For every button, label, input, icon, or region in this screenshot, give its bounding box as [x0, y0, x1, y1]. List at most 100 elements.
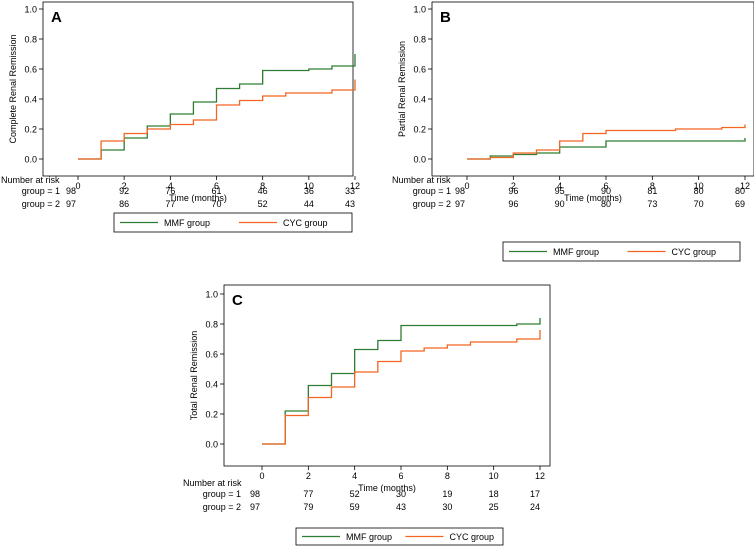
- x-axis-label: Time (months): [169, 193, 227, 203]
- risk-count: 90: [601, 186, 611, 196]
- x-tick-label: 4: [352, 471, 357, 481]
- risk-table-title: Number at risk: [1, 175, 60, 185]
- survival-curve-mmf: [78, 54, 356, 160]
- risk-count: 59: [350, 502, 360, 512]
- risk-count: 90: [555, 199, 565, 209]
- risk-count: 96: [508, 186, 518, 196]
- risk-count: 36: [304, 186, 314, 196]
- x-tick-label: 12: [535, 471, 545, 481]
- x-tick-label: 0: [259, 471, 264, 481]
- y-tick-label: 1.0: [205, 290, 218, 300]
- risk-row-label: group = 1: [203, 489, 241, 499]
- risk-count: 46: [258, 186, 268, 196]
- risk-count: 17: [530, 489, 540, 499]
- legend-box: [295, 527, 504, 546]
- x-axis-label: Time (months): [358, 483, 416, 493]
- y-tick-label: 1.0: [413, 5, 426, 15]
- legend-label: CYC group: [283, 218, 328, 228]
- x-tick-label: 6: [214, 181, 219, 191]
- y-axis-label: Complete Renal Remission: [8, 34, 18, 143]
- y-tick-label: 0.4: [205, 380, 218, 390]
- x-tick-label: 4: [557, 181, 562, 191]
- legend-box: [502, 241, 741, 262]
- survival-curve-mmf: [467, 138, 746, 160]
- x-tick-label: 2: [122, 181, 127, 191]
- y-tick-label: 0.8: [24, 35, 37, 45]
- risk-count: 98: [455, 186, 465, 196]
- risk-count: 79: [303, 502, 313, 512]
- risk-count: 25: [489, 502, 499, 512]
- risk-count: 77: [165, 199, 175, 209]
- risk-count: 43: [396, 502, 406, 512]
- x-tick-label: 0: [464, 181, 469, 191]
- legend-label: MMF group: [164, 218, 210, 228]
- risk-count: 97: [250, 502, 260, 512]
- x-tick-label: 2: [511, 181, 516, 191]
- x-tick-label: 6: [398, 471, 403, 481]
- risk-row-label: group = 2: [413, 199, 451, 209]
- risk-count: 69: [735, 199, 745, 209]
- chart-panel-b: B 0.0 0.2 0.4 0.6 0.8 1.0 0 2 4 6 8 10 12 Time (months…: [392, 1, 754, 262]
- risk-row-label: group = 1: [413, 186, 451, 196]
- legend-label: CYC group: [672, 247, 717, 257]
- risk-count: 70: [211, 199, 221, 209]
- x-tick-label: 8: [260, 181, 265, 191]
- y-tick-label: 0.0: [24, 155, 37, 165]
- y-tick-label: 0.8: [413, 35, 426, 45]
- survival-curve-mmf: [262, 318, 541, 445]
- risk-count: 70: [694, 199, 704, 209]
- risk-count: 30: [442, 502, 452, 512]
- risk-count: 52: [258, 199, 268, 209]
- risk-count: 98: [250, 489, 260, 499]
- y-tick-label: 1.0: [24, 5, 37, 15]
- y-tick-label: 0.6: [413, 65, 426, 75]
- survival-curve-cyc: [262, 330, 541, 445]
- plot-frame: [223, 284, 551, 467]
- y-tick-label: 0.4: [413, 95, 426, 105]
- risk-table-title: Number at risk: [392, 175, 451, 185]
- y-tick-label: 0.0: [413, 155, 426, 165]
- legend-label: MMF group: [346, 532, 392, 542]
- y-tick-label: 0.4: [24, 95, 37, 105]
- risk-count: 76: [165, 186, 175, 196]
- y-tick-label: 0.6: [24, 65, 37, 75]
- y-axis-label: Partial Renal Remission: [397, 41, 407, 137]
- risk-count: 30: [396, 489, 406, 499]
- legend-box: [113, 212, 353, 233]
- panel-letter: C: [232, 292, 243, 309]
- risk-count: 95: [555, 186, 565, 196]
- risk-count: 24: [530, 502, 540, 512]
- x-tick-label: 10: [694, 181, 704, 191]
- panel-letter: B: [440, 9, 451, 26]
- plot-frame: [42, 1, 354, 177]
- risk-row-label: group = 1: [22, 186, 60, 196]
- risk-count: 80: [735, 186, 745, 196]
- legend-label: MMF group: [553, 247, 599, 257]
- panel-letter: A: [51, 9, 62, 26]
- plot-frame: [431, 1, 754, 177]
- risk-count: 81: [647, 186, 657, 196]
- survival-curve-cyc: [467, 124, 746, 160]
- x-tick-label: 0: [75, 181, 80, 191]
- risk-row-label: group = 2: [203, 502, 241, 512]
- y-tick-label: 0.6: [205, 350, 218, 360]
- risk-count: 77: [303, 489, 313, 499]
- y-tick-label: 0.2: [24, 125, 37, 135]
- risk-count: 18: [489, 489, 499, 499]
- y-tick-label: 0.0: [205, 440, 218, 450]
- x-tick-label: 10: [489, 471, 499, 481]
- risk-row-label: group = 2: [22, 199, 60, 209]
- risk-table-title: Number at risk: [183, 478, 242, 488]
- legend: MMF group CYC group: [113, 212, 353, 233]
- risk-count: 80: [694, 186, 704, 196]
- legend: MMF group CYC group: [502, 241, 741, 262]
- risk-count: 86: [119, 199, 129, 209]
- risk-count: 61: [211, 186, 221, 196]
- y-tick-label: 0.2: [413, 125, 426, 135]
- survival-curve-cyc: [78, 79, 356, 160]
- risk-count: 44: [304, 199, 314, 209]
- legend-label: CYC group: [450, 532, 495, 542]
- x-tick-label: 12: [350, 181, 360, 191]
- y-axis-label: Total Renal Remission: [189, 331, 199, 421]
